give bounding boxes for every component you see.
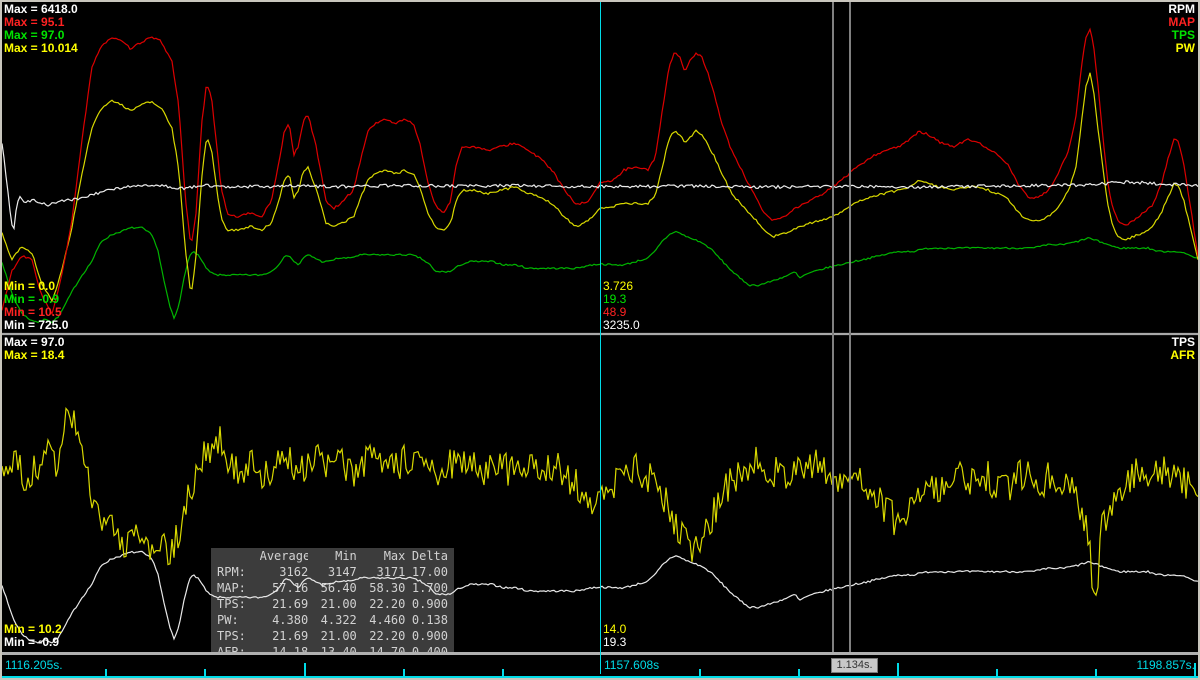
bottom-cursor-values: 14.0 19.3	[603, 623, 626, 649]
bottom-min-labels: Min = 10.2 Min = -0.9	[4, 623, 62, 649]
time-tick	[304, 663, 306, 676]
max-label-afr: Max = 18.4	[4, 349, 64, 362]
time-end-label: 1198.857s.	[1137, 658, 1196, 672]
delta-time-box: 1.134s.	[831, 658, 878, 673]
time-tick	[798, 669, 800, 676]
time-tick	[105, 669, 107, 676]
legend-afr: AFR	[1170, 349, 1195, 362]
delta-marker-line-1[interactable]	[832, 2, 834, 652]
top-min-labels: Min = 0.0 Min = -0.9 Min = 10.5 Min = 72…	[4, 280, 68, 332]
top-max-labels: Max = 6418.0 Max = 95.1 Max = 97.0 Max =…	[4, 3, 78, 55]
time-tick	[897, 663, 899, 676]
top-legend: RPM MAP TPS PW	[1168, 3, 1195, 55]
delta-marker-line-2[interactable]	[849, 2, 851, 652]
min-label-rpm: Min = 725.0	[4, 319, 68, 332]
bottom-legend: TPS AFR	[1170, 336, 1195, 362]
cursor-value-rpm: 3235.0	[603, 319, 640, 332]
bottom-max-labels: Max = 97.0 Max = 18.4	[4, 336, 64, 362]
time-tick	[403, 669, 405, 676]
time-cursor-label: 1157.608s	[604, 658, 659, 672]
time-tick	[1095, 669, 1097, 676]
log-viewer-window: Averages Min Max Delta RPM:3162314731711…	[0, 0, 1200, 680]
time-tick	[699, 669, 701, 676]
top-cursor-values: 3.726 19.3 48.9 3235.0	[603, 280, 640, 332]
cursor-value-tps2: 19.3	[603, 636, 626, 649]
time-start-label: 1116.205s.	[5, 658, 63, 672]
legend-pw: PW	[1168, 42, 1195, 55]
time-tick	[996, 669, 998, 676]
time-tick	[1194, 663, 1196, 676]
time-tick	[502, 669, 504, 676]
min-label-tps2: Min = -0.9	[4, 636, 62, 649]
max-label-pw: Max = 10.014	[4, 42, 78, 55]
data-cursor-line[interactable]	[600, 2, 601, 674]
time-tick	[204, 669, 206, 676]
